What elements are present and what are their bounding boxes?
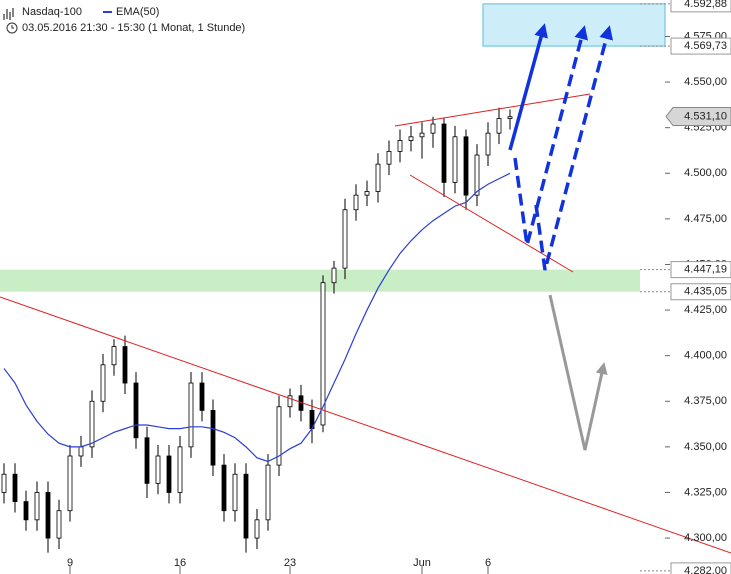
candle-body xyxy=(232,473,238,512)
x-tick-label: 6 xyxy=(485,557,491,569)
trendline xyxy=(394,93,591,127)
candle-body xyxy=(199,382,205,411)
y-tick-label: 4.325,00 xyxy=(684,486,727,498)
candle-body xyxy=(23,501,29,521)
y-tick-label: 4.375,00 xyxy=(684,395,727,407)
candle-body xyxy=(485,132,491,156)
candle-body xyxy=(331,267,337,284)
candle-body xyxy=(56,510,62,539)
candle-body xyxy=(463,136,469,196)
candle-body xyxy=(353,194,359,211)
candle-body xyxy=(1,473,7,493)
candle-body xyxy=(111,346,117,366)
candle-body xyxy=(507,116,513,119)
level-label: 4.569,73 xyxy=(684,40,727,52)
support-zone xyxy=(0,269,640,292)
level-label: 4.435,05 xyxy=(684,286,727,298)
x-tick-label: Jun xyxy=(413,557,431,569)
x-tick-label: 9 xyxy=(67,557,73,569)
candle-body xyxy=(45,492,51,539)
trendlines xyxy=(0,93,731,554)
level-box xyxy=(670,261,731,279)
level-label: 4.282,00 xyxy=(684,565,727,574)
candle-body xyxy=(386,150,392,165)
y-tick-label: 4.350,00 xyxy=(684,441,727,453)
level-label: 4.447,19 xyxy=(684,264,727,276)
x-tick-label: 23 xyxy=(284,557,296,569)
y-tick-label: 4.400,00 xyxy=(684,350,727,362)
last-price-box xyxy=(665,107,731,127)
candle-body xyxy=(276,406,282,466)
legend-label: EMA(50) xyxy=(116,6,159,18)
y-tick-label: 4.500,00 xyxy=(684,167,727,179)
candle-body xyxy=(452,136,458,183)
candle-body xyxy=(265,464,271,521)
chart-subtitle: 03.05.2016 21:30 - 15:30 (1 Monat, 1 Stu… xyxy=(22,22,245,34)
arrow xyxy=(513,25,588,246)
level-label: 4.592,88 xyxy=(684,0,727,10)
header: Nasdaq-100 EMA(50) 03.05.2016 21:30 - 15… xyxy=(3,6,245,34)
candle-body xyxy=(188,382,194,448)
clock-icon xyxy=(11,25,14,29)
candle-body xyxy=(441,123,447,183)
y-tick-label: 4.300,00 xyxy=(684,532,727,544)
candle-body xyxy=(342,209,348,269)
y-tick-label: 4.475,00 xyxy=(684,213,727,225)
candle-body xyxy=(419,132,425,138)
candle-body xyxy=(67,455,73,512)
candle-body xyxy=(474,154,480,196)
candle-body xyxy=(166,455,172,493)
candle-body xyxy=(12,473,18,502)
candle-body xyxy=(221,464,227,512)
level-box xyxy=(670,562,731,574)
candle-body xyxy=(34,492,40,521)
clock-icon xyxy=(6,22,18,34)
candle-body xyxy=(397,140,403,152)
candle-body xyxy=(122,346,128,384)
arrow xyxy=(508,23,548,151)
candle-body xyxy=(155,455,161,484)
y-tick-label: 4.425,00 xyxy=(684,304,727,316)
candle-body xyxy=(254,519,260,539)
candle-body xyxy=(364,191,370,196)
candle-body xyxy=(430,123,436,134)
candle-body xyxy=(243,473,249,539)
level-box xyxy=(670,37,731,55)
target-zone xyxy=(482,3,666,47)
candle-body xyxy=(177,446,183,493)
candle-body xyxy=(408,136,414,141)
candle-body xyxy=(144,437,150,484)
level-box xyxy=(670,283,731,301)
trendline xyxy=(0,296,731,554)
candle-body xyxy=(210,409,216,466)
arrow xyxy=(548,294,608,451)
chart-icon xyxy=(3,8,14,20)
candle-body xyxy=(287,395,293,408)
candle-body xyxy=(78,446,84,457)
ema-line xyxy=(3,172,511,463)
candle-body xyxy=(375,163,381,192)
candle-body xyxy=(496,118,502,134)
candle-body xyxy=(320,282,326,426)
candle-body xyxy=(89,400,95,448)
level-box xyxy=(670,0,731,13)
chart-title: Nasdaq-100 xyxy=(22,6,82,18)
arrow xyxy=(534,25,613,271)
trendline xyxy=(409,174,574,273)
last-price-label: 4.531,10 xyxy=(684,110,727,122)
candle-body xyxy=(100,364,106,402)
candle-body xyxy=(133,382,139,439)
x-tick-label: 16 xyxy=(174,557,186,569)
y-tick-label: 4.550,00 xyxy=(684,76,727,88)
arrows xyxy=(508,23,613,451)
